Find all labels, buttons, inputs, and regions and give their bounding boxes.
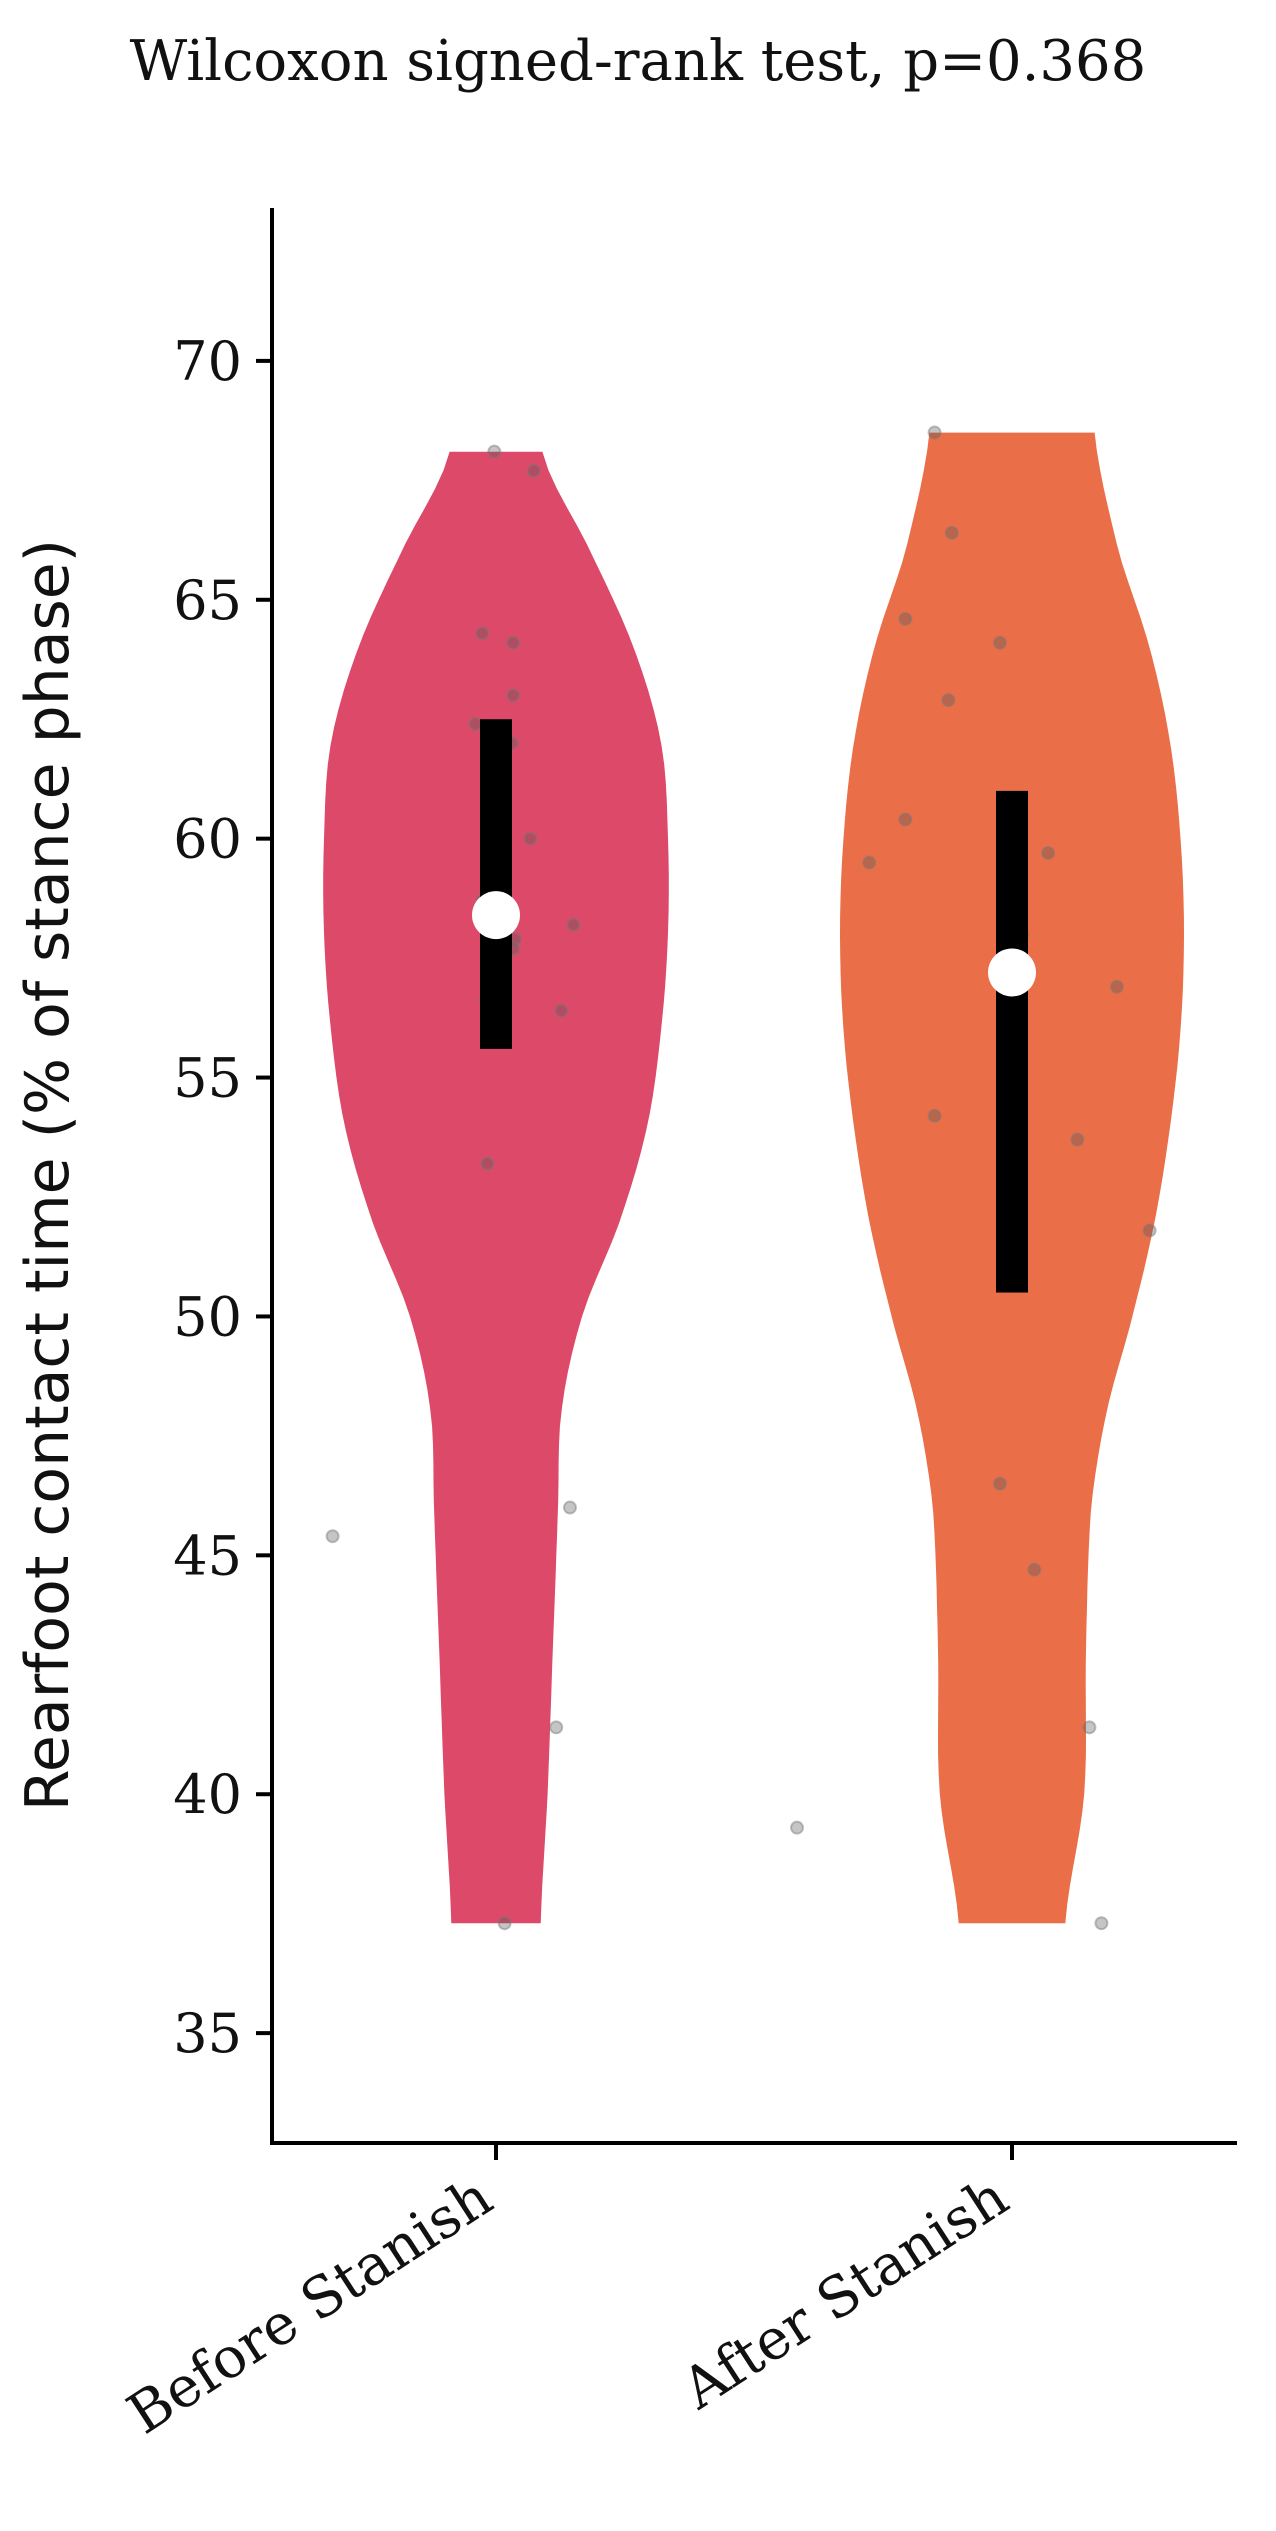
summary-markers (472, 719, 1036, 1293)
data-point (1041, 846, 1056, 860)
data-point (1070, 1132, 1085, 1147)
y-tick-label: 60 (173, 808, 242, 871)
data-point (549, 1720, 564, 1735)
data-point (790, 1820, 804, 1835)
data-point (992, 635, 1007, 650)
data-point (1109, 979, 1124, 994)
x-tick-label: Before Stanish (116, 2164, 503, 2447)
y-tick-label: 65 (173, 569, 242, 632)
violins (323, 432, 1184, 1924)
y-tick-label: 40 (173, 1763, 242, 1826)
data-point (1142, 1223, 1157, 1238)
data-point (487, 444, 502, 459)
data-point (898, 812, 913, 827)
median-marker (472, 891, 520, 940)
data-point (992, 1476, 1007, 1491)
y-tick-label: 45 (173, 1524, 242, 1587)
x-tick-label: After Stanish (670, 2164, 1019, 2422)
data-point (862, 855, 877, 870)
data-point (480, 1156, 495, 1171)
data-point (475, 626, 490, 641)
iqr-bar (996, 790, 1028, 1293)
data-point (506, 635, 521, 650)
violin-body (323, 451, 669, 1924)
data-point (554, 1003, 569, 1018)
data-point (468, 717, 483, 731)
y-tick-label: 35 (173, 2002, 242, 2065)
chart-title: Wilcoxon signed-rank test, p=0.368 (130, 29, 1147, 94)
data-point (1094, 1916, 1109, 1931)
y-axis-label: Rearfoot contact time (% of stance phase… (13, 539, 83, 1811)
y-ticks: 35 40 45 50 55 60 65 70 (173, 330, 272, 2065)
data-point (566, 917, 581, 932)
data-point (927, 425, 942, 440)
data-point (523, 831, 538, 846)
data-point (506, 688, 521, 703)
data-point (927, 1108, 942, 1123)
data-point (941, 693, 956, 708)
median-marker (988, 948, 1036, 997)
x-ticks: Before Stanish After Stanish (116, 2143, 1020, 2447)
y-tick-label: 70 (173, 330, 242, 393)
data-point (1082, 1720, 1097, 1735)
data-point (526, 463, 541, 478)
data-point (325, 1529, 340, 1544)
data-point (1027, 1562, 1042, 1577)
data-point (944, 525, 959, 540)
data-point (497, 1916, 512, 1931)
y-tick-label: 55 (173, 1047, 242, 1110)
data-point (898, 611, 913, 626)
data-point (562, 1500, 577, 1515)
iqr-bar (480, 719, 512, 1049)
y-tick-label: 50 (173, 1285, 242, 1348)
